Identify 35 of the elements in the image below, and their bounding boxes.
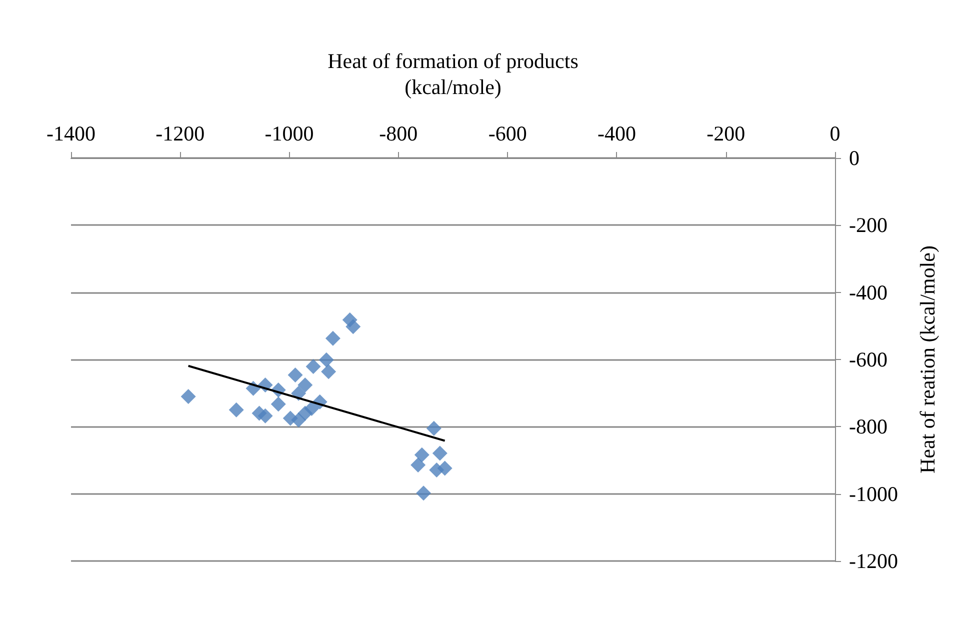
x-tick-label: -1000 [264,122,314,146]
point [298,378,313,393]
y-tick-label: 0 [849,146,860,170]
y-tick-label: -400 [849,280,888,304]
y-tick-label: -800 [849,414,888,439]
x-tick-label: -1200 [156,122,205,146]
y-axis-title: Heat of reation (kcal/mole) [916,246,940,474]
point [426,420,442,436]
x-tick-label: -400 [597,122,636,146]
x-axis-title: Heat of formation of products (kcal/mole) [328,49,578,99]
point [304,401,320,416]
point [432,446,448,461]
point [318,352,334,368]
point [346,319,361,334]
x-tick-label: -800 [379,122,418,146]
point [228,402,244,418]
y-tick-label: -600 [849,348,888,372]
y-tick-label: -1000 [849,482,898,506]
point [416,486,432,501]
point [410,457,426,472]
y-tick-label: -200 [849,213,888,238]
point [180,388,196,404]
point [288,367,303,382]
y-tick-label: -1200 [849,549,898,573]
point [414,447,430,462]
x-tick-label: -1400 [46,122,96,146]
point [437,460,452,476]
point [321,364,336,380]
x-tick-label: 0 [830,122,840,146]
x-tick-label: -200 [706,122,746,146]
point [306,359,321,374]
point [270,396,286,412]
point [258,408,273,424]
x-tick-label: -600 [488,122,527,146]
point [325,330,340,346]
